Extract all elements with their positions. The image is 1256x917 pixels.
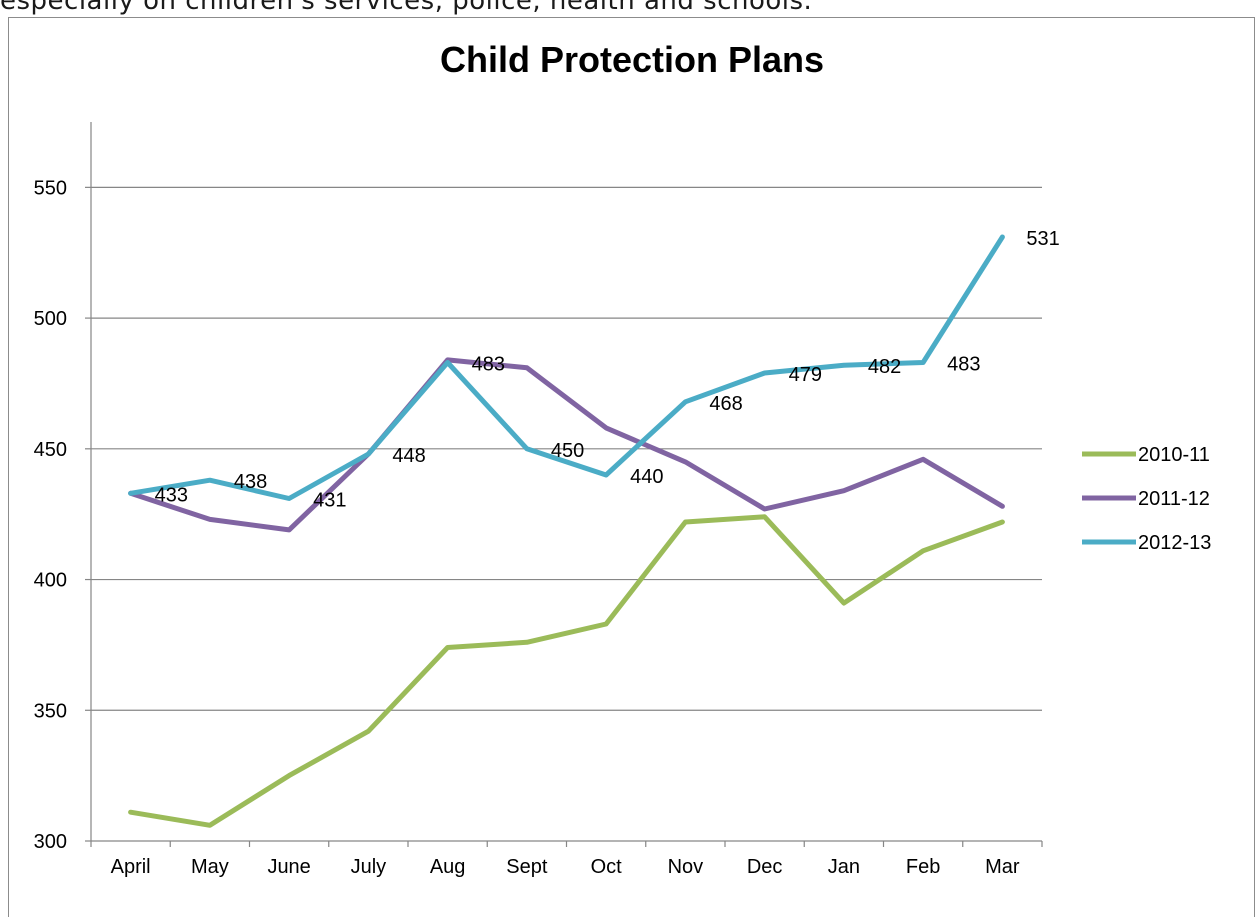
series-line-2010-11 xyxy=(128,514,1005,828)
y-tick-label: 500 xyxy=(34,308,67,330)
gridlines xyxy=(91,186,1042,711)
y-tick-label: 400 xyxy=(34,570,67,592)
x-tick-label: April xyxy=(111,856,151,878)
legend-label: 2010-11 xyxy=(1138,444,1210,466)
caption-text: especially on children's services, polic… xyxy=(0,0,813,16)
series-line-2012-13 xyxy=(128,234,1005,501)
data-label: 483 xyxy=(947,354,980,376)
series-lines xyxy=(128,234,1005,828)
x-tick-label: Feb xyxy=(906,856,940,878)
y-tick-label: 350 xyxy=(34,700,67,722)
x-tick-label: Jan xyxy=(828,856,860,878)
y-tick-label: 550 xyxy=(34,177,67,199)
data-label: 440 xyxy=(630,466,663,488)
x-tick-label: May xyxy=(191,856,229,878)
legend: 2010-11 2011-12 2012-13 xyxy=(1082,444,1211,554)
legend-label: 2011-12 xyxy=(1138,488,1210,510)
data-label: 433 xyxy=(155,484,188,506)
data-label: 438 xyxy=(234,471,267,493)
x-tick-label: June xyxy=(267,856,310,878)
x-tick-label: Aug xyxy=(430,856,466,878)
x-tick-label: Mar xyxy=(985,856,1020,878)
data-labels: 433 438 431 448 483 450 440 468 479 482 483 531 xyxy=(155,228,1060,511)
data-label: 431 xyxy=(313,489,346,511)
data-label: 448 xyxy=(392,445,425,467)
x-tick-label: Nov xyxy=(668,856,704,878)
y-tick-label: 300 xyxy=(34,831,67,853)
y-tick-label: 450 xyxy=(34,439,67,461)
x-tick-label: Dec xyxy=(747,856,783,878)
data-label: 479 xyxy=(789,364,822,386)
x-tick-label: Sept xyxy=(506,856,548,878)
data-label: 531 xyxy=(1026,228,1059,250)
data-label: 483 xyxy=(472,354,505,376)
series-line-2011-12 xyxy=(128,357,1005,533)
data-label: 482 xyxy=(868,356,901,378)
legend-label: 2012-13 xyxy=(1138,532,1211,554)
x-tick-label: July xyxy=(351,856,387,878)
data-label: 450 xyxy=(551,440,584,462)
chart-frame xyxy=(8,17,1255,917)
axes: 300 350 400 450 500 550 April May June July Aug Sep… xyxy=(34,122,1043,878)
chart-title: Child Protection Plans xyxy=(440,39,824,80)
data-label: 468 xyxy=(709,393,742,415)
x-tick-label: Oct xyxy=(591,856,623,878)
